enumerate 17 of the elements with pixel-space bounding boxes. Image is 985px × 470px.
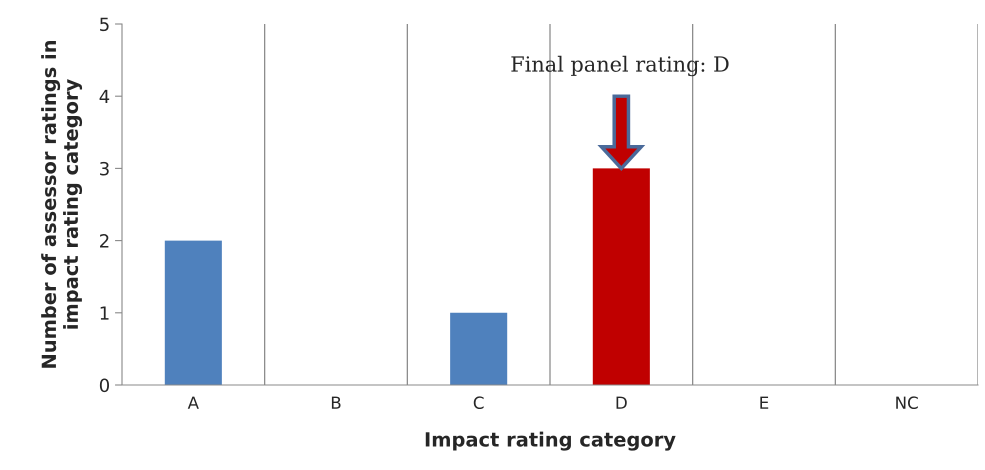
x-tick-label: D bbox=[616, 396, 627, 409]
y-tick-label: 3 bbox=[100, 162, 109, 176]
y-tick-label: 0 bbox=[100, 378, 109, 392]
bar bbox=[450, 312, 508, 385]
y-tick-label: 2 bbox=[100, 234, 108, 248]
x-tick-label: C bbox=[474, 396, 484, 410]
x-axis-title: Impact rating category bbox=[426, 432, 676, 451]
y-axis-title: Number of assessor ratings in impact rating category bbox=[41, 41, 82, 368]
annotation: Final panel rating: D bbox=[511, 56, 729, 76]
bar bbox=[164, 240, 222, 385]
x-tick-label: E bbox=[760, 396, 768, 409]
y-tick-label: 4 bbox=[100, 90, 110, 104]
x-tick-label: A bbox=[188, 396, 199, 409]
y-tick-label: 5 bbox=[100, 18, 109, 32]
x-tick-label: NC bbox=[896, 396, 918, 410]
x-tick-label: B bbox=[332, 396, 341, 409]
y-tick-label: 1 bbox=[100, 306, 109, 320]
